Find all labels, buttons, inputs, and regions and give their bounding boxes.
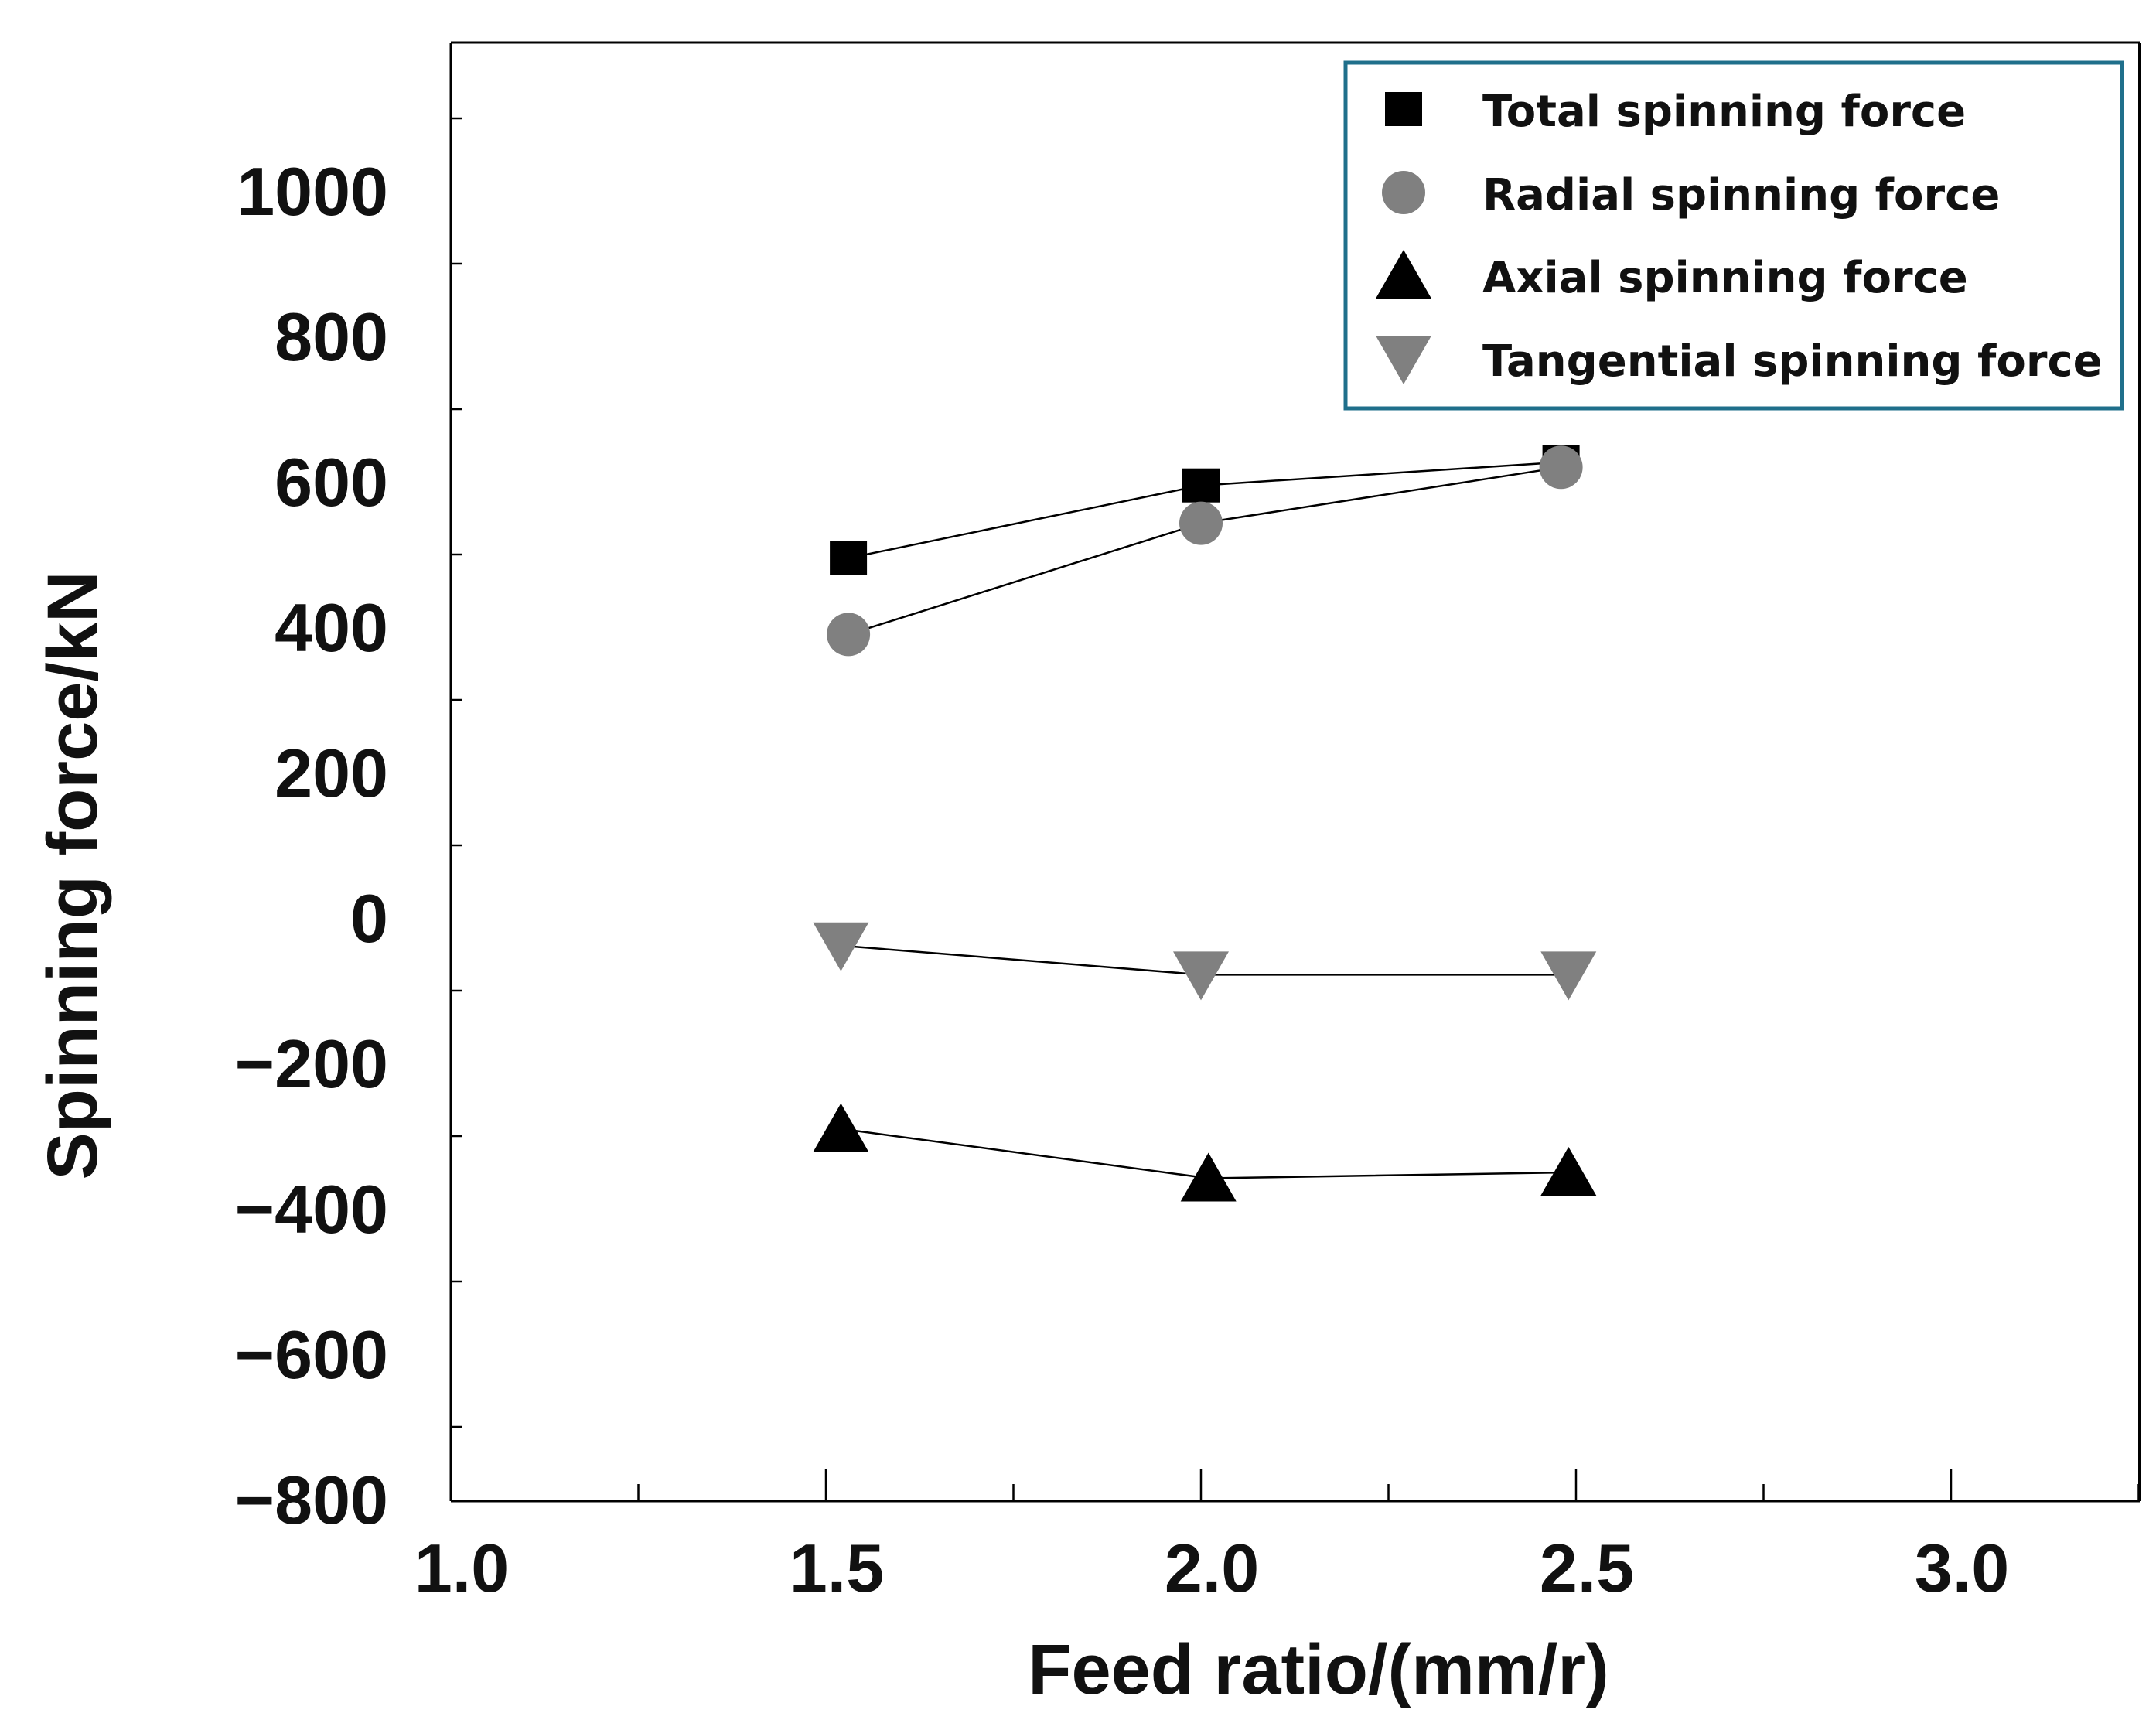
legend-box — [1343, 60, 2124, 411]
data-point-axial — [1540, 1147, 1597, 1196]
legend-label-radial: Radial spinning force — [1482, 170, 2000, 220]
x-tick-label: 3.0 — [1915, 1530, 2009, 1606]
y-tick-label: 1000 — [237, 153, 388, 230]
y-tick-label: −800 — [235, 1462, 388, 1538]
x-tick-label: 2.0 — [1165, 1530, 1259, 1606]
legend-label-total: Total spinning force — [1482, 87, 1966, 137]
x-tick-label: 2.5 — [1540, 1530, 1634, 1606]
y-minor-ticks — [451, 117, 462, 1428]
data-point-tangential — [1173, 951, 1229, 1001]
legend-marker-total — [1385, 92, 1422, 126]
y-tick-label: 0 — [350, 880, 388, 957]
data-point-radial — [1179, 501, 1223, 545]
data-point-axial — [1180, 1152, 1237, 1202]
legend-marker-axial — [1376, 250, 1431, 299]
x-minor-ticks — [637, 1469, 2140, 1501]
y-tick-label: −200 — [235, 1025, 388, 1102]
data-point-tangential — [1540, 951, 1597, 1001]
data-point-total — [1182, 468, 1220, 503]
plot-frame — [449, 41, 2141, 1503]
legend-label-tangential: Tangential spinning force — [1482, 336, 2103, 387]
y-tick-label: 200 — [275, 735, 388, 811]
y-tick-label: 400 — [275, 589, 388, 666]
legend-marker-radial — [1382, 171, 1425, 214]
legend-marker-tangential — [1376, 336, 1431, 384]
legend-label-axial: Axial spinning force — [1482, 253, 1968, 303]
series-markers — [813, 445, 1597, 1202]
y-tick-label: −400 — [235, 1171, 388, 1247]
y-tick-label: −600 — [235, 1316, 388, 1393]
data-point-axial — [813, 1103, 869, 1152]
data-point-radial — [827, 613, 871, 657]
y-tick-labels: 1000 800 600 400 200 0 −200 −400 −600 −800 — [235, 153, 388, 1538]
x-axis-title: Feed ratio/(mm/r) — [1028, 1630, 1608, 1709]
data-point-radial — [1539, 445, 1583, 490]
data-point-total — [830, 541, 868, 575]
y-axis-title: Spinning force/kN — [33, 571, 112, 1179]
x-tick-labels: 1.0 1.5 2.0 2.5 3.0 — [414, 1530, 2009, 1606]
y-tick-label: 600 — [275, 444, 388, 520]
x-tick-label: 1.0 — [414, 1530, 509, 1606]
x-tick-label: 1.5 — [790, 1530, 884, 1606]
data-point-tangential — [813, 922, 869, 971]
legend: Total spinning force Radial spinning forc… — [1343, 60, 2124, 411]
y-tick-label: 800 — [275, 299, 388, 375]
